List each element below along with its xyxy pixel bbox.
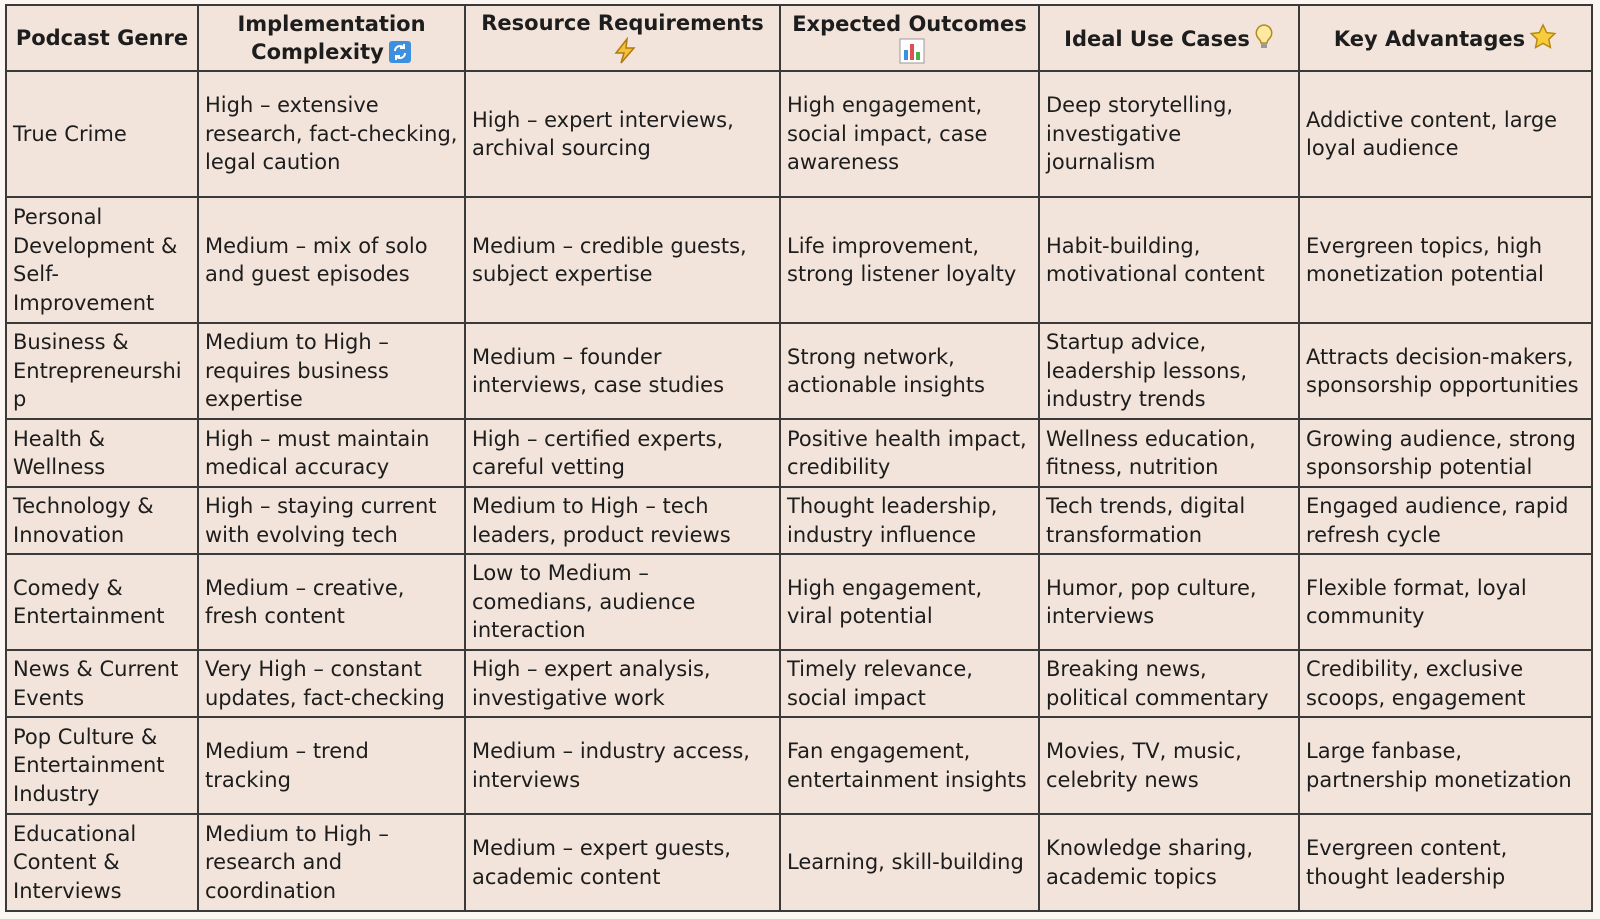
table-cell: Growing audience, strong sponsorship pot… (1298, 418, 1593, 488)
table-cell: Thought leadership, industry influence (779, 486, 1040, 555)
header-text: Key Advantages (1333, 27, 1526, 51)
table-cell: Medium to High – requires business exper… (197, 322, 466, 420)
table-row: Business & Entrepreneurship Medium to Hig… (5, 322, 1593, 420)
table-cell: Breaking news, political commentary (1038, 649, 1300, 718)
genre-cell: True Crime (5, 70, 199, 198)
table-cell: Medium – expert guests, academic content (464, 813, 781, 912)
table-cell: High engagement, social impact, case awa… (779, 70, 1040, 198)
table-cell: Wellness education, fitness, nutrition (1038, 418, 1300, 488)
bulb-icon (1255, 24, 1273, 48)
genre-cell: Comedy & Entertainment (5, 553, 199, 651)
table-cell: Low to Medium – comedians, audience inte… (464, 553, 781, 651)
comparison-table: Podcast Genre Implementation Complexity … (5, 4, 1593, 912)
table-row: Health & Wellness High – must maintain me… (5, 418, 1593, 488)
table-body: True Crime High – extensive research, fac… (5, 70, 1593, 912)
table-cell: Evergreen topics, high monetization pote… (1298, 196, 1593, 324)
table-cell: Medium to High – tech leaders, product r… (464, 486, 781, 555)
table-cell: High – certified experts, careful vettin… (464, 418, 781, 488)
table-cell: Fan engagement, entertainment insights (779, 716, 1040, 815)
genre-cell: Educational Content & Interviews (5, 813, 199, 912)
table-cell: Life improvement, strong listener loyalt… (779, 196, 1040, 324)
table-cell: Timely relevance, social impact (779, 649, 1040, 718)
genre-cell: News & Current Events (5, 649, 199, 718)
table-cell: Medium – founder interviews, case studie… (464, 322, 781, 420)
header-text: Expected Outcomes (792, 12, 1027, 36)
table-row: Pop Culture & Entertainment Industry Medi… (5, 716, 1593, 815)
header-text: Implementation Complexity (237, 12, 426, 64)
header-text: Podcast Genre (15, 26, 189, 50)
table-row: Comedy & Entertainment Medium – creative,… (5, 553, 1593, 651)
table-row: True Crime High – extensive research, fac… (5, 70, 1593, 198)
table-cell: Movies, TV, music, celebrity news (1038, 716, 1300, 815)
table-cell: Medium – credible guests, subject expert… (464, 196, 781, 324)
table-row: Personal Development & Self-Improvement M… (5, 196, 1593, 324)
table-cell: High – staying current with evolving tec… (197, 486, 466, 555)
genre-cell: Technology & Innovation (5, 486, 199, 555)
table-cell: Credibility, exclusive scoops, engagemen… (1298, 649, 1593, 718)
lightning-icon (613, 36, 636, 64)
header-cell: Key Advantages (1298, 4, 1593, 72)
table-cell: Tech trends, digital transformation (1038, 486, 1300, 555)
table-cell: Large fanbase, partnership monetization (1298, 716, 1593, 815)
genre-cell: Business & Entrepreneurship (5, 322, 199, 420)
table-cell: Strong network, actionable insights (779, 322, 1040, 420)
table-cell: Addictive content, large loyal audience (1298, 70, 1593, 198)
table-cell: High – expert analysis, investigative wo… (464, 649, 781, 718)
header-text: Resource Requirements (481, 11, 764, 35)
genre-cell: Health & Wellness (5, 418, 199, 488)
table-cell: Positive health impact, credibility (779, 418, 1040, 488)
table-cell: Deep storytelling, investigative journal… (1038, 70, 1300, 198)
table-cell: Medium – mix of solo and guest episodes (197, 196, 466, 324)
header-cell: Resource Requirements (464, 4, 781, 72)
table-row: News & Current Events Very High – constan… (5, 649, 1593, 718)
table-cell: Evergreen content, thought leadership (1298, 813, 1593, 912)
table-cell: Medium to High – research and coordinati… (197, 813, 466, 912)
table-row: Technology & Innovation High – staying cu… (5, 486, 1593, 555)
star-icon (1529, 23, 1557, 49)
table-cell: Medium – trend tracking (197, 716, 466, 815)
refresh-icon (388, 41, 411, 63)
table-cell: Very High – constant updates, fact-check… (197, 649, 466, 718)
table-cell: Learning, skill-building (779, 813, 1040, 912)
header-text: Ideal Use Cases (1064, 27, 1250, 51)
header-cell: Implementation Complexity (197, 4, 466, 72)
header-cell: Expected Outcomes (779, 4, 1040, 72)
table-cell: Startup advice, leadership lessons, indu… (1038, 322, 1300, 420)
table-cell: Habit-building, motivational content (1038, 196, 1300, 324)
table-cell: Knowledge sharing, academic topics (1038, 813, 1300, 912)
table-cell: Medium – industry access, interviews (464, 716, 781, 815)
table-cell: Attracts decision-makers, sponsorship op… (1298, 322, 1593, 420)
table-cell: High – expert interviews, archival sourc… (464, 70, 781, 198)
table-cell: Engaged audience, rapid refresh cycle (1298, 486, 1593, 555)
chart-icon (899, 38, 924, 64)
table-cell: Humor, pop culture, interviews (1038, 553, 1300, 651)
table-cell: Flexible format, loyal community (1298, 553, 1593, 651)
table-cell: Medium – creative, fresh content (197, 553, 466, 651)
header-cell: Ideal Use Cases (1038, 4, 1300, 72)
header-row: Podcast Genre Implementation Complexity … (5, 4, 1593, 72)
table-cell: High – extensive research, fact-checking… (197, 70, 466, 198)
table-cell: High – must maintain medical accuracy (197, 418, 466, 488)
table-row: Educational Content & Interviews Medium t… (5, 813, 1593, 912)
genre-cell: Pop Culture & Entertainment Industry (5, 716, 199, 815)
table-cell: High engagement, viral potential (779, 553, 1040, 651)
header-cell: Podcast Genre (5, 4, 199, 72)
genre-cell: Personal Development & Self-Improvement (5, 196, 199, 324)
